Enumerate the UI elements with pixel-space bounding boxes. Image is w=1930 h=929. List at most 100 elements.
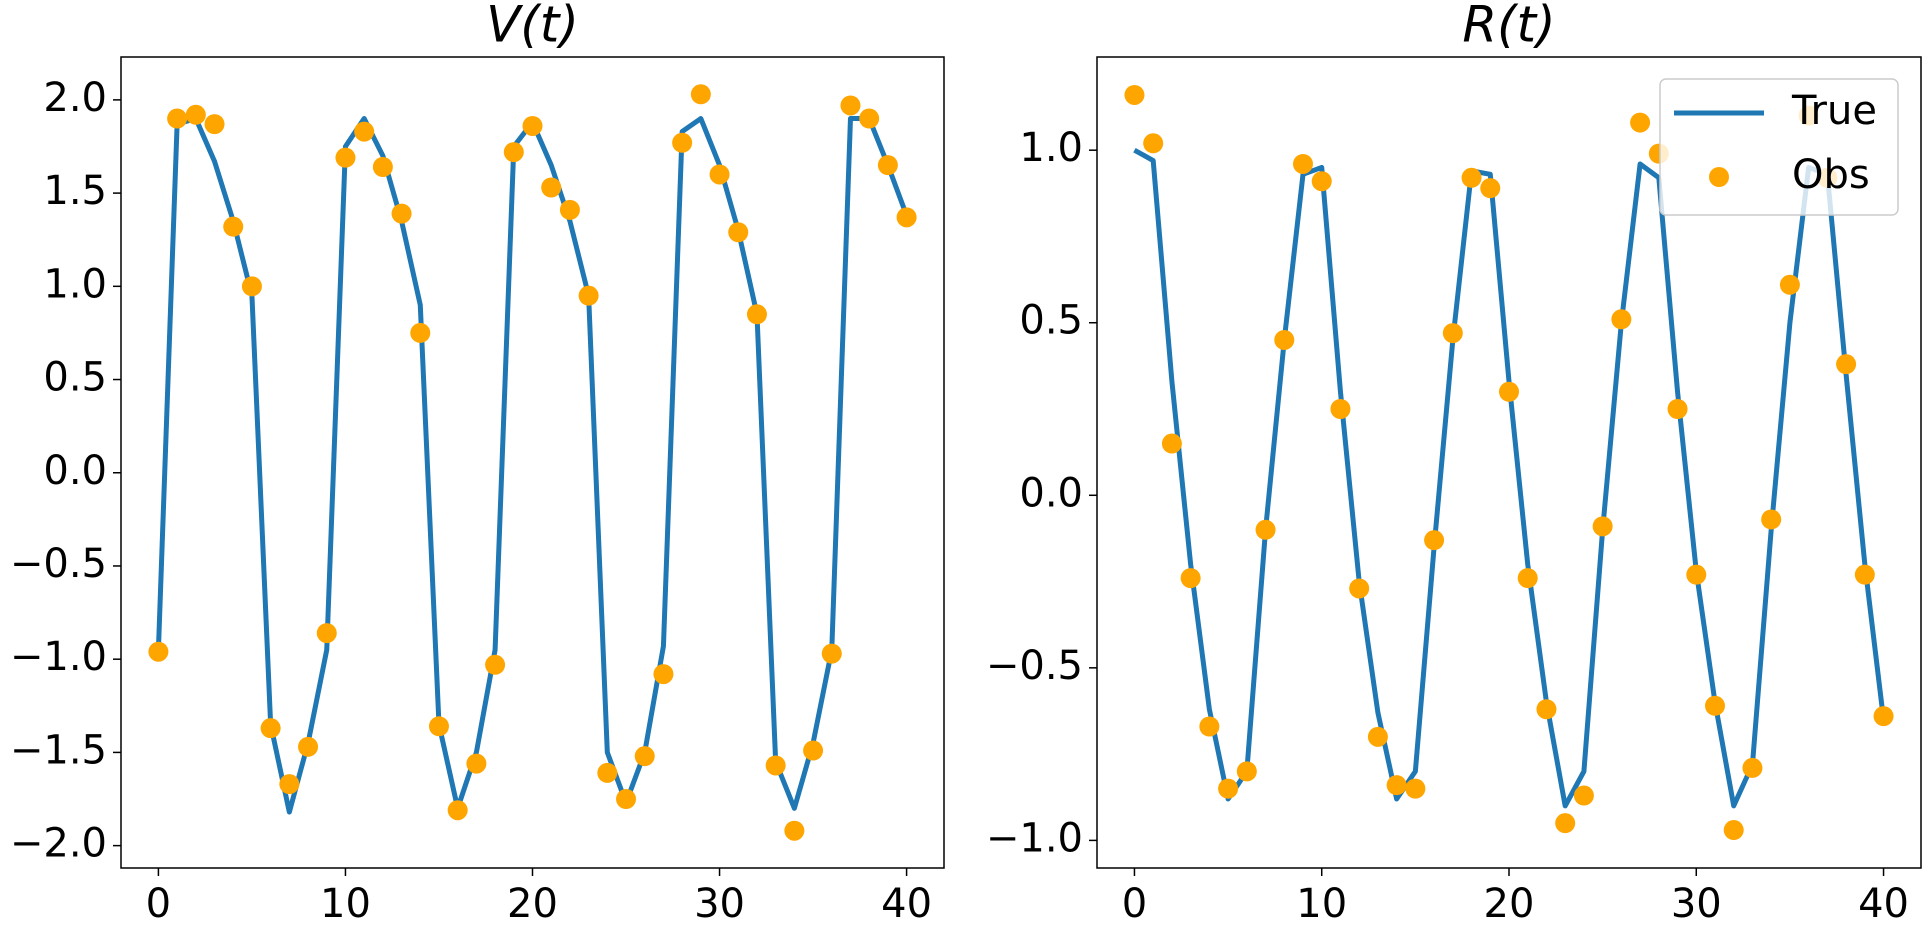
obs-point [1517, 568, 1538, 589]
y-tick-label: −0.5 [10, 541, 107, 587]
obs-point [1124, 84, 1145, 105]
obs-point [1761, 509, 1782, 530]
obs-point [185, 104, 206, 125]
legend-label: Obs [1792, 152, 1870, 198]
obs-point [1424, 530, 1445, 551]
obs-point [241, 276, 262, 297]
obs-point [672, 132, 693, 153]
obs-point [1536, 699, 1557, 720]
x-tick-label: 20 [507, 881, 558, 927]
obs-point [335, 147, 356, 168]
obs-point [1854, 564, 1875, 585]
obs-point [1236, 761, 1257, 782]
x-tick-label: 10 [320, 881, 371, 927]
obs-point [1255, 519, 1276, 540]
obs-point [354, 121, 375, 142]
obs-point [298, 736, 319, 757]
obs-point [1723, 820, 1744, 841]
obs-point [1367, 726, 1388, 747]
obs-point [279, 774, 300, 795]
axes-frame [120, 56, 945, 869]
obs-point [784, 820, 805, 841]
y-tick-label: 0.5 [43, 355, 107, 401]
obs-point [728, 222, 749, 243]
obs-point [1630, 112, 1651, 133]
obs-point [1555, 813, 1576, 834]
y-tick-label: −2.0 [10, 821, 107, 867]
obs-point [1180, 568, 1201, 589]
obs-point [559, 199, 580, 220]
obs-point [541, 177, 562, 198]
legend-label: True [1791, 88, 1877, 134]
x-tick-label: 30 [694, 881, 745, 927]
obs-point [522, 115, 543, 136]
obs-point [1686, 564, 1707, 585]
obs-point [1611, 309, 1632, 330]
obs-point [859, 108, 880, 129]
obs-point [821, 643, 842, 664]
obs-point [1311, 171, 1332, 192]
obs-point [1705, 695, 1725, 716]
y-tick-label: −0.5 [986, 643, 1083, 689]
obs-point [634, 746, 655, 767]
y-tick-label: 1.0 [43, 261, 107, 307]
obs-point [1218, 778, 1239, 799]
x-tick-label: 0 [146, 881, 171, 927]
obs-point [1330, 399, 1351, 420]
obs-point [503, 142, 524, 163]
obs-point [896, 207, 917, 228]
y-tick-label: −1.0 [10, 634, 107, 680]
obs-point [1461, 167, 1482, 188]
obs-point [1667, 399, 1688, 420]
obs-point [653, 664, 674, 685]
obs-point [1161, 433, 1182, 454]
x-tick-label: 40 [1858, 881, 1909, 927]
x-tick-label: 30 [1671, 881, 1722, 927]
obs-point [1349, 578, 1370, 599]
axes-frame [1096, 56, 1922, 869]
y-tick-label: 0.5 [1019, 298, 1083, 344]
obs-point [1405, 778, 1426, 799]
obs-point [1779, 274, 1800, 295]
x-tick-label: 40 [881, 881, 932, 927]
obs-point [1573, 785, 1594, 806]
obs-point [746, 304, 767, 325]
obs-point [1873, 706, 1894, 727]
line-series [155, 116, 909, 815]
y-tick-label: −1.0 [986, 815, 1083, 861]
obs-point [1386, 775, 1407, 796]
obs-point [485, 654, 506, 675]
obs-point [1592, 516, 1613, 537]
obs-point [410, 322, 431, 343]
obs-point [690, 84, 711, 105]
obs-point [372, 156, 393, 177]
obs-point [447, 800, 468, 821]
chart-title: R(t) [1462, 0, 1555, 54]
obs-point [709, 164, 730, 185]
obs-point [840, 95, 861, 116]
obs-point [1742, 757, 1763, 778]
obs-point [616, 789, 637, 810]
obs-point [803, 740, 824, 761]
obs-point [391, 203, 412, 224]
x-tick-label: 20 [1484, 881, 1535, 927]
obs-point [1199, 716, 1220, 737]
y-tick-label: 1.0 [1019, 125, 1083, 171]
y-tick-label: 0.0 [43, 448, 107, 494]
chart-title: V(t) [486, 0, 579, 54]
obs-point [1836, 354, 1857, 375]
y-tick-label: 1.5 [43, 168, 107, 214]
obs-point [204, 114, 225, 135]
legend-swatch [1709, 167, 1729, 187]
y-tick-label: −1.5 [10, 727, 107, 773]
obs-point [223, 216, 244, 237]
obs-point [1480, 178, 1501, 199]
obs-point [597, 762, 618, 783]
y-tick-label: 0.0 [1019, 470, 1083, 516]
line-series [1133, 147, 1887, 809]
obs-point [1143, 133, 1164, 154]
obs-point [316, 623, 337, 644]
obs-point [428, 716, 449, 737]
obs-point [148, 641, 169, 662]
